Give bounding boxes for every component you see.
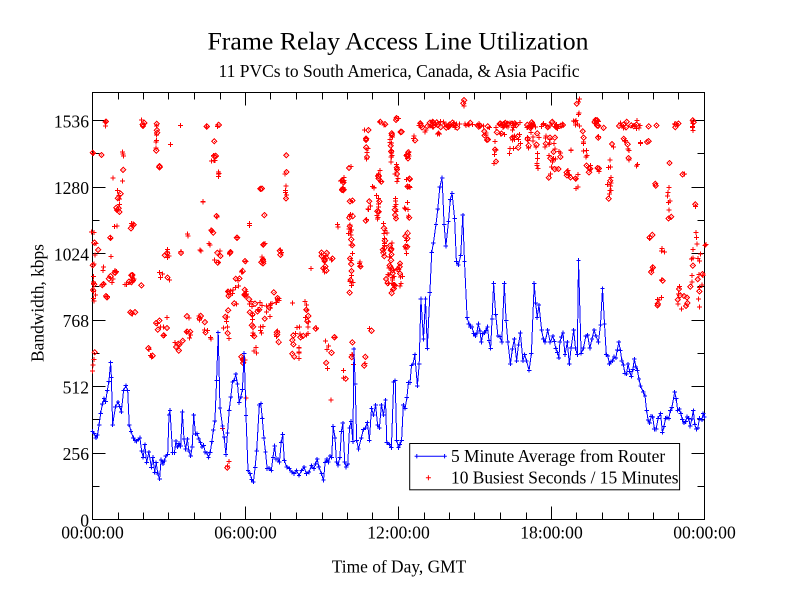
svg-text:00:00:00: 00:00:00: [61, 523, 124, 543]
svg-text:18:00:00: 18:00:00: [520, 523, 583, 543]
svg-text:5 Minute Average from Router: 5 Minute Average from Router: [451, 446, 665, 466]
svg-text:256: 256: [63, 444, 90, 464]
svg-text:512: 512: [63, 378, 89, 398]
svg-text:768: 768: [63, 311, 90, 331]
svg-text:1536: 1536: [54, 112, 89, 132]
svg-text:1280: 1280: [54, 178, 89, 198]
svg-text:00:00:00: 00:00:00: [673, 523, 736, 543]
svg-text:Frame Relay Access Line Utiliz: Frame Relay Access Line Utilization: [207, 27, 588, 56]
svg-text:1024: 1024: [54, 245, 89, 265]
svg-text:12:00:00: 12:00:00: [367, 523, 430, 543]
svg-text:10 Busiest Seconds / 15 Minute: 10 Busiest Seconds / 15 Minutes: [451, 468, 679, 488]
svg-text:Time of Day, GMT: Time of Day, GMT: [332, 557, 467, 577]
svg-text:11 PVCs to South America, Cana: 11 PVCs to South America, Canada, & Asia…: [219, 61, 580, 81]
svg-text:0: 0: [80, 511, 89, 531]
svg-text:Bandwidth, kbps: Bandwidth, kbps: [28, 244, 48, 362]
svg-text:06:00:00: 06:00:00: [214, 523, 277, 543]
